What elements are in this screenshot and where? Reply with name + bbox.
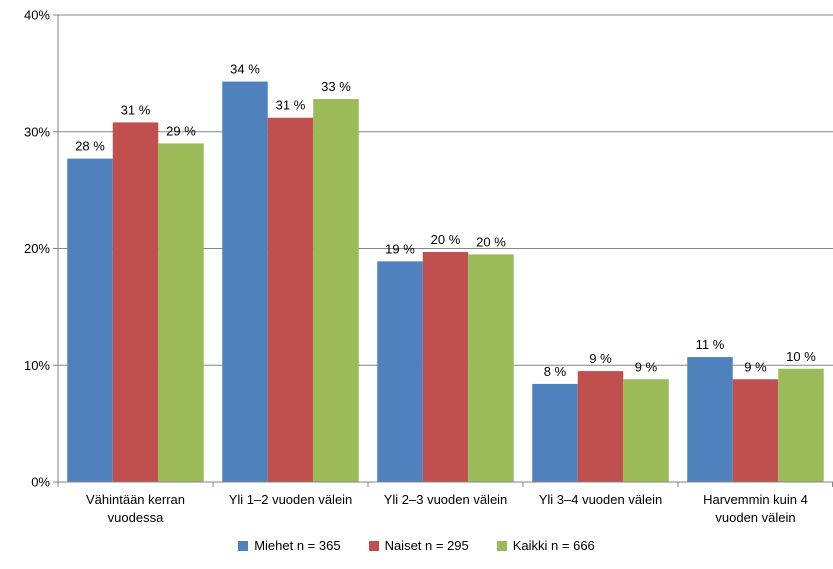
category-label: Vähintään kerran vuodessa <box>86 492 185 525</box>
data-label: 31 % <box>121 102 151 117</box>
y-tick-label: 0% <box>31 475 50 490</box>
legend-item: Kaikki n = 666 <box>496 538 595 553</box>
data-label: 9 % <box>589 351 612 366</box>
y-axis-ticks: 0% 10% 20% 30% 40% <box>24 8 50 490</box>
bar <box>313 99 359 482</box>
bar-chart: 0% 10% 20% 30% 40% 28 % 31 % 29 % 34 % 31 % 33 % 1… <box>24 8 833 525</box>
y-tick-label: 40% <box>24 8 50 23</box>
data-label: 28 % <box>75 139 105 154</box>
category-label: Yli 1–2 vuoden välein <box>229 492 353 507</box>
bar <box>422 252 469 482</box>
bar <box>577 371 624 482</box>
data-label: 19 % <box>385 241 415 256</box>
legend-item: Naiset n = 295 <box>368 538 469 553</box>
bar <box>222 81 268 483</box>
y-tick-label: 20% <box>24 241 50 256</box>
category-label: Yli 3–4 vuoden välein <box>539 492 663 507</box>
axes <box>53 14 833 487</box>
bar <box>158 143 204 483</box>
bar <box>623 379 669 482</box>
data-label: 33 % <box>321 79 351 94</box>
category-label: Harvemmin kuin 4 vuoden välein <box>703 492 808 525</box>
data-label: 34 % <box>230 62 260 77</box>
y-tick-label: 10% <box>24 358 50 373</box>
data-label: 9 % <box>635 359 658 374</box>
legend-label: Miehet n = 365 <box>254 538 341 553</box>
y-tick-label: 30% <box>24 124 50 139</box>
data-labels: 28 % 31 % 29 % 34 % 31 % 33 % 19 % 20 % 20 % 8 % 9… <box>75 62 816 379</box>
data-label: 9 % <box>744 359 767 374</box>
bar <box>468 254 514 482</box>
bar <box>112 122 159 482</box>
bar <box>732 379 779 482</box>
data-label: 20 % <box>431 232 461 247</box>
legend-item: Miehet n = 365 <box>238 538 341 553</box>
legend-swatch <box>496 540 507 551</box>
category-labels: Vähintään kerran vuodessa Yli 1–2 vuoden v… <box>86 492 808 525</box>
category-label: Yli 2–3 vuoden välein <box>384 492 508 507</box>
legend-label: Naiset n = 295 <box>384 538 469 553</box>
legend-swatch <box>368 540 379 551</box>
bar <box>532 383 578 482</box>
bar <box>778 368 824 482</box>
bars <box>67 81 824 483</box>
legend: Miehet n = 365 Naiset n = 295 Kaikki n = 6… <box>0 538 833 553</box>
data-label: 29 % <box>166 123 196 138</box>
bar <box>67 158 113 483</box>
data-label: 31 % <box>276 98 306 113</box>
data-label: 20 % <box>476 234 506 249</box>
bar <box>267 117 314 483</box>
legend-swatch <box>238 540 249 551</box>
data-label: 10 % <box>786 349 816 364</box>
bar <box>377 261 423 482</box>
bar <box>687 357 733 482</box>
legend-label: Kaikki n = 666 <box>512 538 595 553</box>
data-label: 8 % <box>544 364 567 379</box>
data-label: 11 % <box>696 337 725 352</box>
